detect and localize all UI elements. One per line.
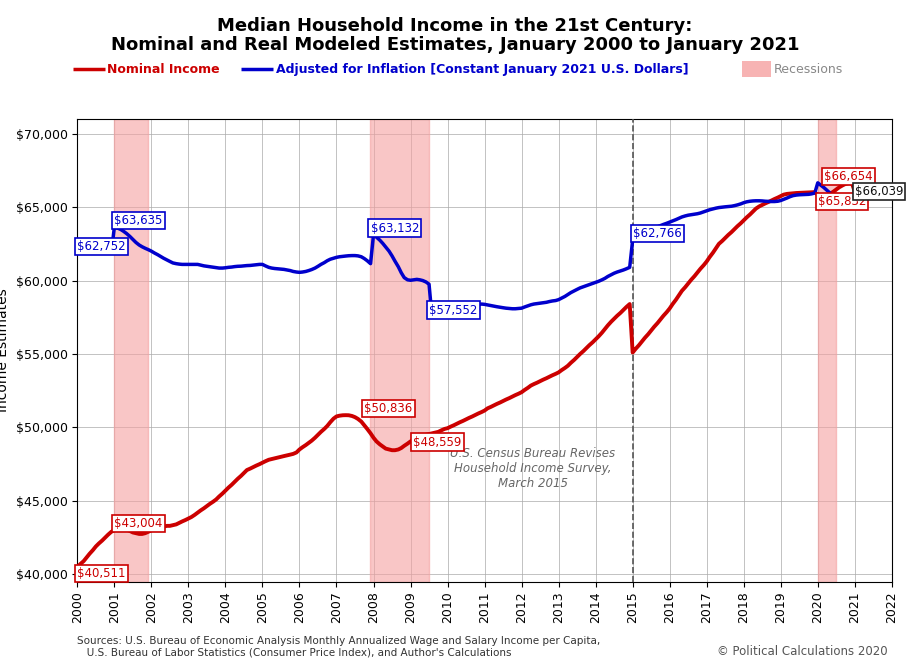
Text: $57,552: $57,552 (429, 303, 478, 317)
Text: $65,832: $65,832 (818, 195, 866, 208)
Bar (115, 119, 148, 582)
Text: $62,766: $62,766 (632, 227, 682, 240)
Text: U.S. Census Bureau Revises
Household Income Survey,
March 2015: U.S. Census Bureau Revises Household Inc… (450, 447, 615, 490)
Bar (818, 119, 836, 582)
Text: $40,511: $40,511 (77, 567, 126, 580)
Bar (370, 119, 429, 582)
Text: $43,004: $43,004 (115, 517, 163, 530)
Text: $62,752: $62,752 (77, 240, 126, 253)
Text: $48,559: $48,559 (413, 436, 462, 449)
Text: Adjusted for Inflation [Constant January 2021 U.S. Dollars]: Adjusted for Inflation [Constant January… (276, 63, 688, 76)
Text: Median Household Income in the 21st Century:: Median Household Income in the 21st Cent… (217, 17, 693, 34)
Text: © Political Calculations 2020: © Political Calculations 2020 (717, 644, 887, 658)
Text: $50,836: $50,836 (364, 402, 412, 415)
Text: $63,132: $63,132 (370, 221, 419, 235)
Text: Nominal and Real Modeled Estimates, January 2000 to January 2021: Nominal and Real Modeled Estimates, Janu… (111, 36, 799, 54)
Text: $63,635: $63,635 (115, 214, 163, 227)
Text: $66,039: $66,039 (854, 185, 904, 198)
Text: Recessions: Recessions (774, 63, 843, 76)
Y-axis label: Income Estimates: Income Estimates (0, 288, 10, 412)
Text: Nominal Income: Nominal Income (107, 63, 220, 76)
Text: $66,654: $66,654 (824, 170, 873, 183)
Text: Sources: U.S. Bureau of Economic Analysis Monthly Annualized Wage and Salary Inc: Sources: U.S. Bureau of Economic Analysi… (77, 636, 601, 658)
